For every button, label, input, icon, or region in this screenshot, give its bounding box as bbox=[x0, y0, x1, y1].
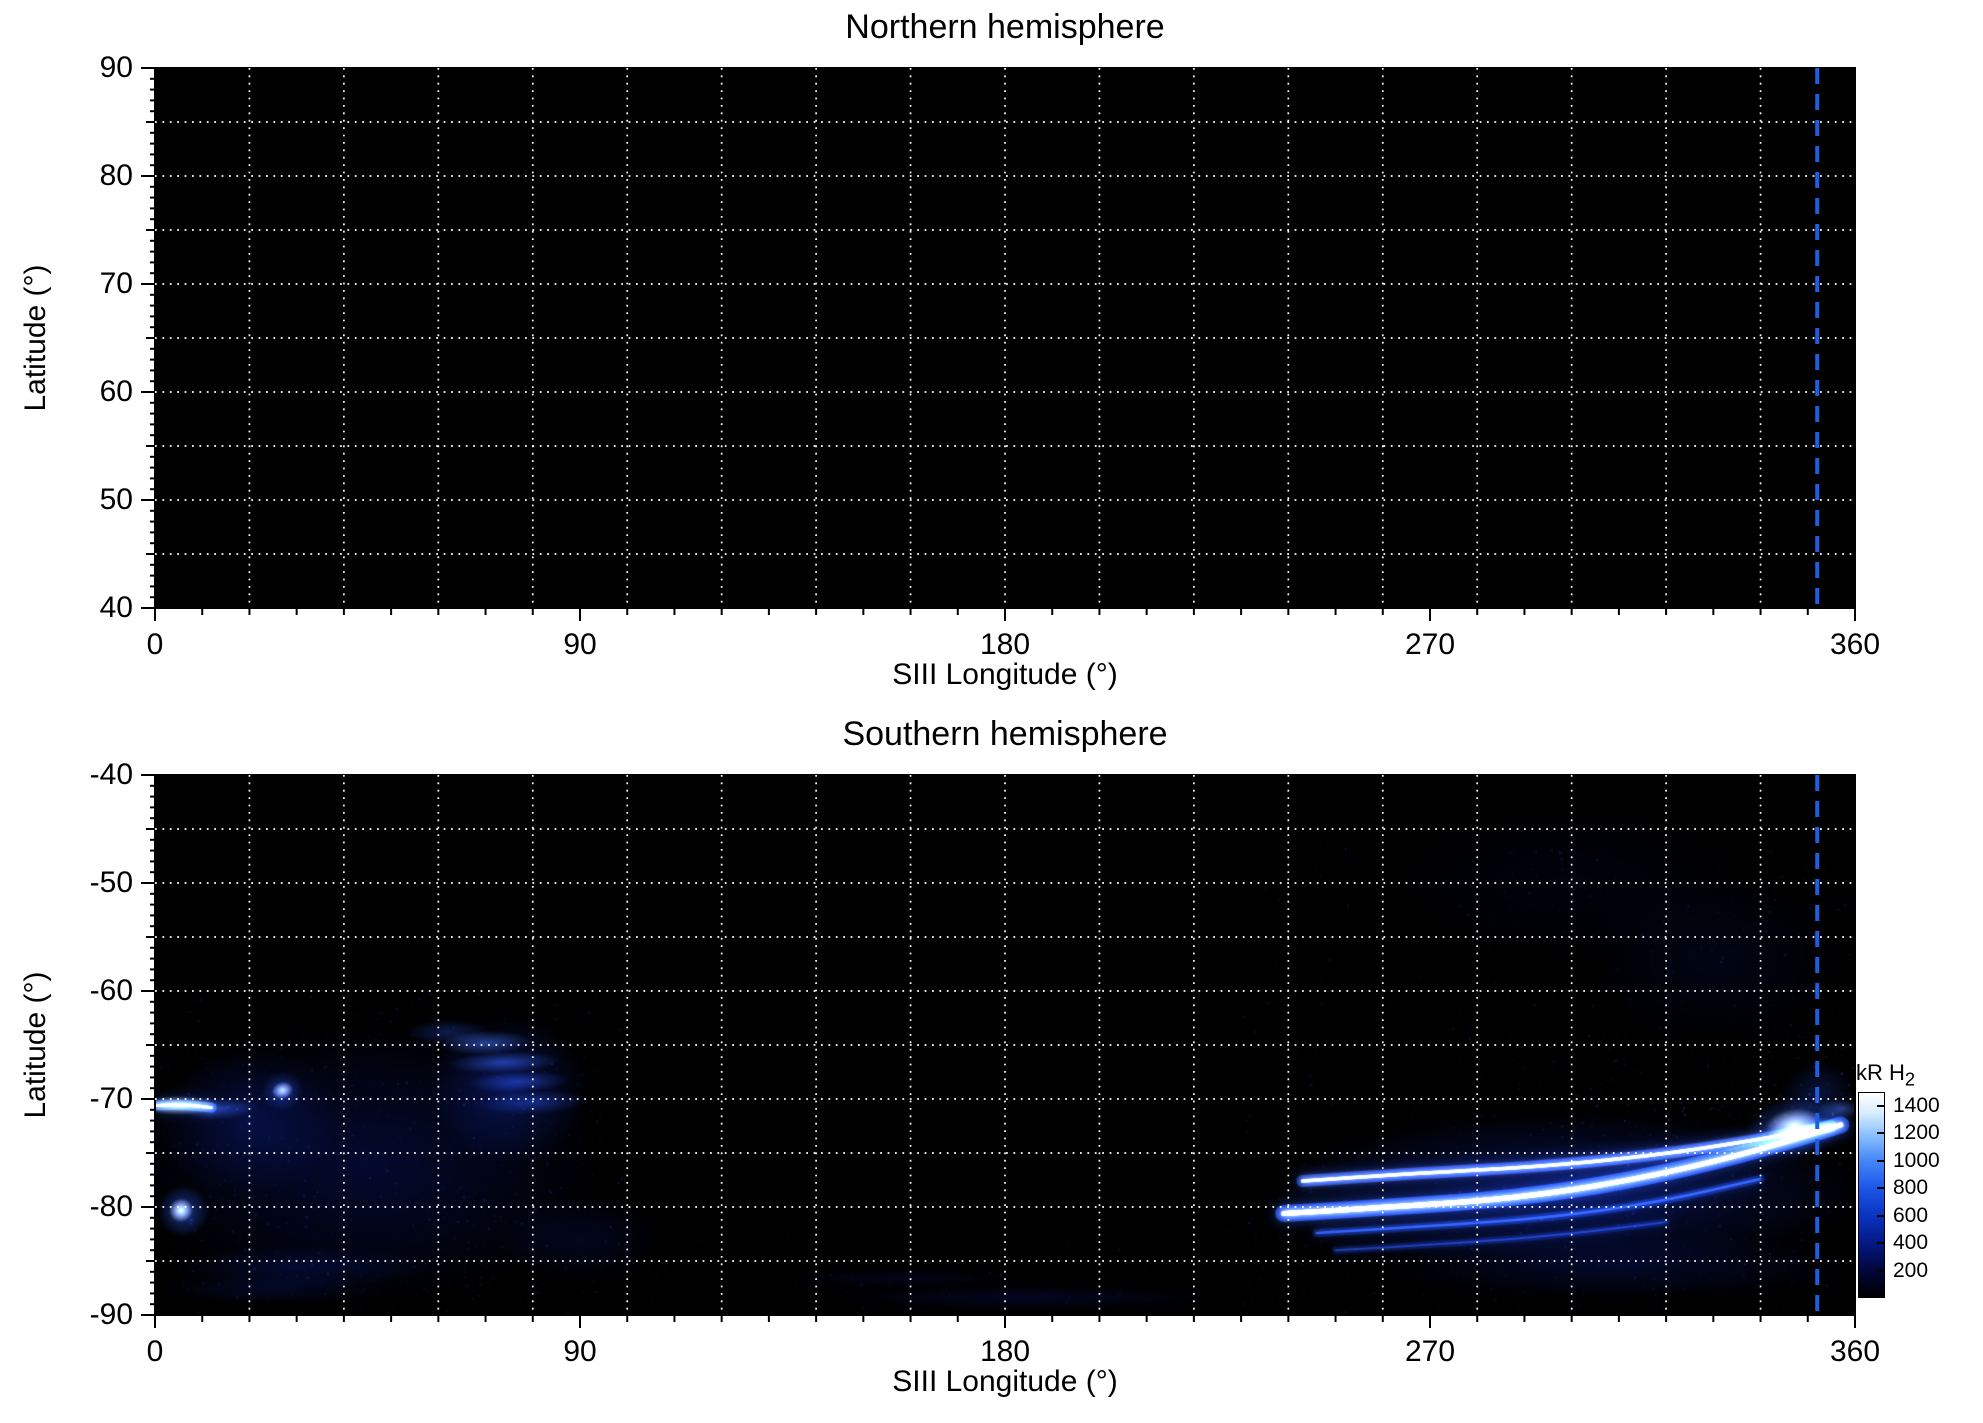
north-x-axis-label: SIII Longitude (°) bbox=[892, 658, 1118, 691]
colorbar-tick-label: 1000 bbox=[1893, 1148, 1940, 1172]
y-tick-label: 60 bbox=[99, 375, 133, 408]
colorbar-tick-label: 1400 bbox=[1893, 1093, 1940, 1117]
colorbar-tick-label: 400 bbox=[1893, 1231, 1929, 1255]
south-plot-area bbox=[155, 775, 1855, 1315]
y-tick-label: 40 bbox=[99, 591, 133, 624]
x-tick-label: 180 bbox=[979, 1335, 1031, 1368]
x-tick-label: 90 bbox=[563, 628, 597, 661]
colorbar-tick-mark bbox=[1877, 1187, 1885, 1190]
colorbar-tick-mark bbox=[1877, 1242, 1885, 1245]
colorbar-tick-label: 800 bbox=[1893, 1176, 1929, 1200]
colorbar-gradient bbox=[1858, 1092, 1885, 1298]
x-tick-label: 90 bbox=[563, 1335, 597, 1368]
y-tick-label: -40 bbox=[89, 758, 133, 791]
south-panel-title: Southern hemisphere bbox=[842, 715, 1168, 753]
colorbar-label-text: kR H bbox=[1856, 1060, 1905, 1085]
colorbar-tick-mark bbox=[1877, 1269, 1885, 1272]
north-plot-area bbox=[155, 68, 1855, 608]
colorbar-tick-mark bbox=[1877, 1104, 1885, 1107]
colorbar-tick-label: 200 bbox=[1893, 1258, 1929, 1282]
y-tick-label: -80 bbox=[89, 1190, 133, 1223]
y-tick-label: 90 bbox=[99, 51, 133, 84]
x-tick-label: 180 bbox=[979, 628, 1031, 661]
x-tick-label: 0 bbox=[146, 628, 164, 661]
south-emission-canvas bbox=[155, 775, 1855, 1315]
y-tick-label: -90 bbox=[89, 1298, 133, 1331]
y-tick-label: 50 bbox=[99, 483, 133, 516]
x-tick-label: 270 bbox=[1404, 1335, 1456, 1368]
colorbar-tick-label: 600 bbox=[1893, 1203, 1929, 1227]
x-tick-label: 0 bbox=[146, 1335, 164, 1368]
north-panel-title: Northern hemisphere bbox=[845, 8, 1165, 46]
colorbar-tick-mark bbox=[1877, 1132, 1885, 1135]
y-tick-label: -50 bbox=[89, 866, 133, 899]
colorbar-tick-mark bbox=[1877, 1159, 1885, 1162]
y-tick-label: 70 bbox=[99, 267, 133, 300]
colorbar-label-subscript: 2 bbox=[1904, 1068, 1916, 1090]
south-x-axis-label: SIII Longitude (°) bbox=[892, 1365, 1118, 1398]
colorbar-tick-label: 1200 bbox=[1893, 1121, 1940, 1145]
y-tick-label: -70 bbox=[89, 1082, 133, 1115]
colorbar-tick-mark bbox=[1877, 1214, 1885, 1217]
x-tick-label: 270 bbox=[1404, 628, 1456, 661]
x-tick-label: 360 bbox=[1829, 628, 1881, 661]
colorbar-label: kR H2 bbox=[1856, 1060, 1915, 1090]
x-tick-label: 360 bbox=[1829, 1335, 1881, 1368]
north-emission-canvas bbox=[155, 68, 1855, 608]
y-tick-label: 80 bbox=[99, 159, 133, 192]
y-tick-label: -60 bbox=[89, 974, 133, 1007]
